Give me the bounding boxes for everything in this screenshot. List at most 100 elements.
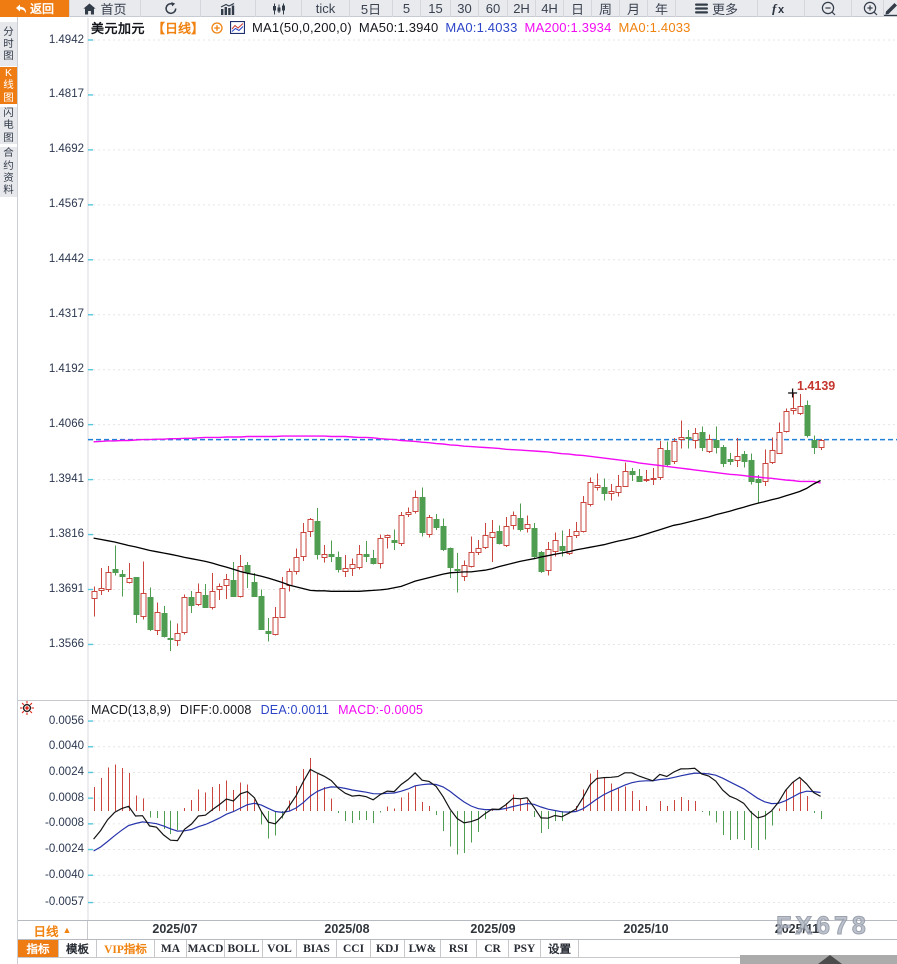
toolbar-period-30[interactable]: 30 (450, 0, 478, 17)
toolbar-item-label: 月 (626, 2, 640, 17)
tab-cr[interactable]: CR (477, 940, 509, 958)
top-toolbar: 返回 首页 tick 5日 5 15 30 60 2H 4H 日 周 月 年 更… (0, 0, 897, 17)
tab-vip-indicator[interactable]: VIP指标 (97, 940, 155, 958)
tab-settings[interactable]: 设置 (541, 940, 579, 958)
macd-header: MACD(13,8,9) DIFF:0.0008 DEA:0.0011 MACD:-… (91, 703, 423, 717)
tab-ma[interactable]: MA (155, 940, 187, 958)
toolbar-period-tick[interactable]: tick (301, 0, 349, 17)
legend-ma-value: MA0:1.4033 (618, 20, 691, 35)
legend-ma-value: MA0:1.4033 (445, 20, 518, 35)
indicator-tab-bar: 指标 模板 VIP指标 MA MACD BOLL VOL BIAS CCI KD… (18, 940, 897, 958)
toolbar-zoom-in-button[interactable] (851, 0, 889, 17)
tab-lwr[interactable]: LW& (405, 940, 441, 958)
toolbar-period-day[interactable]: 日 (563, 0, 591, 17)
x-axis-label: 2025/10 (623, 922, 669, 936)
tab-cci[interactable]: CCI (337, 940, 371, 958)
tab-label: VIP指标 (104, 943, 147, 956)
macd-header-value: DIFF:0.0008 (179, 703, 252, 717)
macd-axis-label: 0.0056 (48, 714, 84, 727)
zoom-in-icon (863, 1, 878, 16)
sidebar-item-label: 合约资料 (3, 147, 14, 197)
tab-label: BIAS (303, 942, 330, 955)
toolbar-item-label: 日 (570, 2, 584, 17)
toolbar-candlestick-button[interactable] (255, 0, 301, 17)
toolbar-period-year[interactable]: 年 (647, 0, 675, 17)
tab-label: MACD (187, 942, 224, 955)
toolbar-period-5d[interactable]: 5日 (349, 0, 392, 17)
macd-title: MACD(13,8,9) (91, 703, 171, 717)
toolbar-refresh-button[interactable] (140, 0, 200, 17)
tab-bias[interactable]: BIAS (297, 940, 337, 958)
tab-psy[interactable]: PSY (509, 940, 541, 958)
toolbar-line-chart-button[interactable] (200, 0, 255, 17)
svg-text:x: x (778, 4, 785, 15)
add-indicator-icon[interactable] (211, 21, 223, 34)
tab-bar-filler (579, 940, 897, 958)
toolbar-period-4h[interactable]: 4H (535, 0, 563, 17)
zoom-out-icon (821, 1, 836, 16)
svg-text:f: f (772, 2, 778, 15)
toolbar-period-month[interactable]: 月 (619, 0, 647, 17)
back-button-label: 返回 (29, 2, 54, 16)
price-axis-label: 1.4692 (48, 143, 84, 156)
macd-axis-label: -0.0024 (44, 843, 84, 856)
tab-label: 模板 (66, 943, 89, 956)
tab-macd[interactable]: MACD (187, 940, 225, 958)
toolbar-period-15[interactable]: 15 (420, 0, 450, 17)
toolbar-period-60[interactable]: 60 (478, 0, 507, 17)
toolbar-period-5[interactable]: 5 (392, 0, 420, 17)
mini-chart-icon[interactable] (230, 21, 246, 34)
toolbar-item-label: 30 (457, 1, 472, 16)
left-sidebar: 分时图 K线图 闪电图 合约资料 (0, 17, 18, 964)
legend-ma-value: MA50:1.3940 (358, 20, 439, 35)
indicator-settings-icon[interactable] (20, 701, 34, 720)
x-axis-labels: 2025/07 2025/08 2025/09 2025/10 2025/11 (0, 922, 897, 939)
tab-vol[interactable]: VOL (263, 940, 297, 958)
current-period-box[interactable]: 日线 ▲ (18, 921, 88, 939)
legend-ma-value: MA200:1.3934 (524, 20, 612, 35)
tab-indicator[interactable]: 指标 (18, 940, 59, 958)
price-axis-label: 1.3816 (48, 528, 84, 541)
sidebar-item-kline-chart[interactable]: K线图 (0, 67, 17, 104)
toolbar-home-button[interactable]: 首页 (69, 0, 140, 17)
toolbar-item-label: 5日 (360, 2, 382, 17)
tab-label: CR (484, 942, 501, 955)
x-axis-row (18, 920, 897, 940)
tab-label: RSI (448, 942, 469, 955)
tab-kdj[interactable]: KDJ (371, 940, 405, 958)
sidebar-item-contract-info[interactable]: 合约资料 (0, 147, 17, 197)
sidebar-item-time-chart[interactable]: 分时图 (0, 22, 17, 66)
macd-axis-label: 0.0040 (48, 740, 84, 753)
price-axis-label: 1.4942 (48, 33, 84, 46)
toolbar-draw-button[interactable] (883, 0, 897, 17)
scroll-up-arrow-icon (818, 955, 842, 964)
x-axis-label: 2025/08 (324, 922, 370, 936)
bar-chart-icon (220, 2, 236, 15)
bottom-scroll-handle[interactable] (740, 955, 897, 964)
pen-icon (884, 2, 897, 16)
toolbar-more-button[interactable]: 更多 (675, 0, 757, 17)
toolbar-zoom-out-button[interactable] (804, 0, 851, 17)
x-axis-label: 2025/07 (152, 922, 198, 936)
back-button[interactable]: 返回 (0, 0, 69, 17)
tab-template[interactable]: 模板 (59, 940, 97, 958)
tab-label: KDJ (376, 942, 399, 955)
macd-axis-label: 0.0008 (48, 791, 84, 804)
tab-rsi[interactable]: RSI (441, 940, 477, 958)
tab-boll[interactable]: BOLL (225, 940, 263, 958)
sidebar-item-flash-chart[interactable]: 闪电图 (0, 107, 17, 144)
period-label: 日线 (33, 924, 59, 939)
toolbar-item-label: 年 (654, 2, 668, 17)
toolbar-item-label: 更多 (711, 2, 738, 17)
toolbar-period-week[interactable]: 周 (591, 0, 619, 17)
price-axis-label: 1.3941 (48, 473, 84, 486)
toolbar-item-label: 周 (598, 2, 612, 17)
macd-axis-label: 0.0024 (48, 765, 84, 778)
toolbar-period-2h[interactable]: 2H (507, 0, 535, 17)
toolbar-item-label: 首页 (100, 2, 127, 17)
tab-label: 设置 (548, 943, 571, 956)
x-axis-label: 2025/09 (470, 922, 516, 936)
